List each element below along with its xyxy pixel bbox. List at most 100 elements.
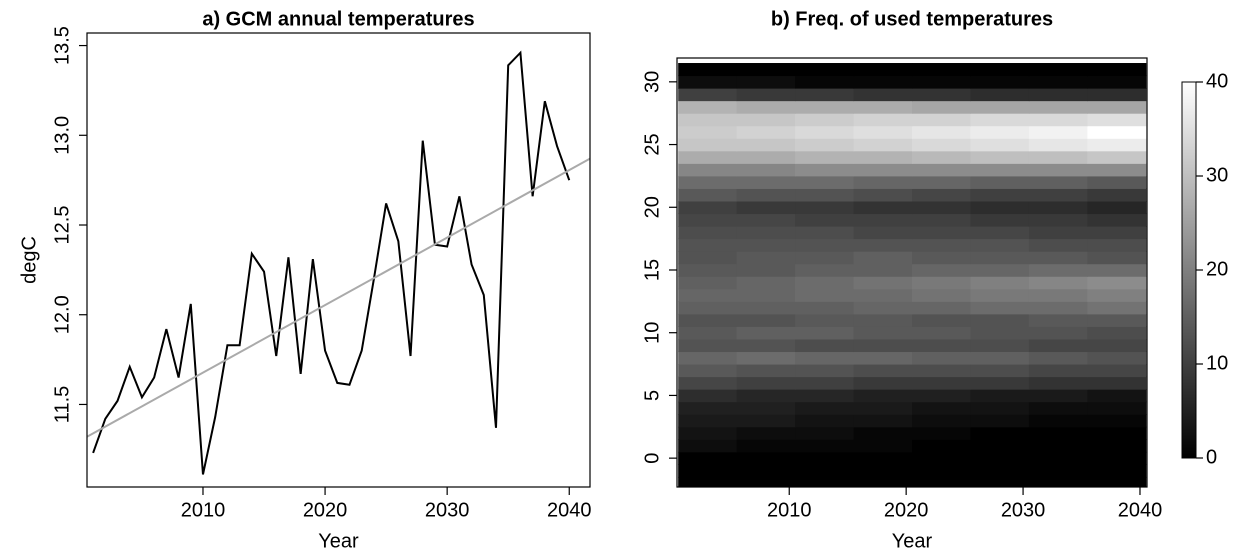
heat-cell (912, 188, 971, 202)
heat-cell (678, 75, 738, 89)
heat-cell (912, 63, 971, 77)
heat-cell (853, 150, 913, 164)
y-tick-label: 0 (641, 453, 663, 464)
heat-cell (795, 301, 855, 315)
data-line (92, 50, 571, 475)
heat-cell (1028, 338, 1088, 353)
heat-cell (736, 401, 796, 415)
heat-cell (795, 188, 855, 202)
heat-cell (736, 263, 796, 277)
heat-cell (678, 213, 738, 227)
heat-cell (912, 351, 971, 365)
heat-cell (678, 188, 738, 202)
heat-cell (678, 100, 738, 114)
heat-cell (853, 389, 913, 403)
heat-cell (970, 188, 1030, 202)
heat-cell (970, 326, 1030, 340)
heat-cell (970, 138, 1030, 152)
heat-cell (912, 238, 971, 252)
colorbar-tick-label: 30 (1206, 164, 1228, 186)
heat-cell (678, 138, 738, 152)
heat-cell (912, 326, 971, 340)
heat-cell (970, 125, 1030, 139)
heat-cell (970, 88, 1030, 102)
heat-cell (795, 276, 855, 290)
heat-cell (795, 326, 855, 340)
heat-cell (1028, 100, 1088, 114)
heat-cell (970, 389, 1030, 403)
heat-cell (853, 288, 913, 302)
heat-cell (736, 451, 796, 465)
heat-cell (853, 476, 913, 487)
heat-cell (1087, 188, 1147, 202)
colorbar-tick-label: 40 (1206, 70, 1228, 92)
heat-cell (1028, 88, 1088, 102)
heat-cell (912, 226, 971, 240)
heat-cell (970, 276, 1030, 290)
heat-cell (853, 326, 913, 340)
y-tick-label: 12.5 (51, 206, 73, 245)
y-tick-label: 12.0 (51, 295, 73, 334)
heat-cell (795, 238, 855, 252)
heat-cell (970, 263, 1030, 277)
heat-cell (795, 213, 855, 227)
colorbar-tick-label: 0 (1206, 446, 1217, 468)
heat-cell (912, 263, 971, 277)
heat-cell (1028, 276, 1088, 290)
heat-cell (678, 163, 738, 177)
heat-cell (853, 276, 913, 290)
heat-cell (970, 63, 1030, 77)
heat-cell (1028, 389, 1088, 403)
colorbar-tick-label: 20 (1206, 258, 1228, 280)
y-tick-label: 11.5 (51, 386, 73, 423)
heat-cell (853, 351, 913, 365)
heat-cell (678, 426, 738, 440)
heat-cell (678, 125, 738, 139)
heat-cell (912, 439, 971, 453)
heat-cell (853, 439, 913, 453)
heat-cell (912, 376, 971, 390)
heat-cell (912, 301, 971, 315)
heat-cell (912, 288, 971, 302)
heat-cell (853, 238, 913, 252)
heat-cell (1028, 75, 1088, 89)
heat-cell (912, 476, 971, 487)
heat-cell (795, 113, 855, 127)
heat-cell (1028, 263, 1088, 277)
trend-line (87, 157, 590, 438)
heat-cell (1028, 376, 1088, 390)
heat-cell (1028, 63, 1088, 77)
heat-cell (1087, 75, 1147, 89)
heat-cell (970, 201, 1030, 215)
heat-cell (853, 263, 913, 277)
heat-cell (736, 63, 796, 77)
heat-cell (853, 201, 913, 215)
heat-cell (736, 276, 796, 290)
heat-cell (970, 251, 1030, 265)
heat-cell (1087, 338, 1147, 353)
heat-cell (1087, 414, 1147, 428)
heat-cell (736, 464, 796, 478)
x-tick-label: 2020 (884, 499, 929, 521)
y-tick-label: 30 (641, 71, 663, 93)
x-tick-label: 2010 (181, 499, 226, 521)
heat-cell (1028, 288, 1088, 302)
heat-cell (853, 63, 913, 77)
heat-cell (1028, 301, 1088, 315)
y-tick-label: 13.0 (51, 116, 73, 155)
heat-cell (736, 476, 796, 487)
heat-cell (795, 63, 855, 77)
heat-cell (1087, 125, 1147, 139)
heat-cell (678, 351, 738, 365)
heat-cell (1087, 226, 1147, 240)
heat-cell (912, 464, 971, 478)
heat-cell (970, 100, 1030, 114)
heat-cell (795, 426, 855, 440)
heat-cell (1028, 451, 1088, 465)
heat-cell (736, 150, 796, 164)
x-axis-title: Year (318, 530, 359, 552)
heat-cell (853, 226, 913, 240)
heat-cell (970, 213, 1030, 227)
heat-cell (795, 338, 855, 353)
heat-cell (1087, 163, 1147, 177)
